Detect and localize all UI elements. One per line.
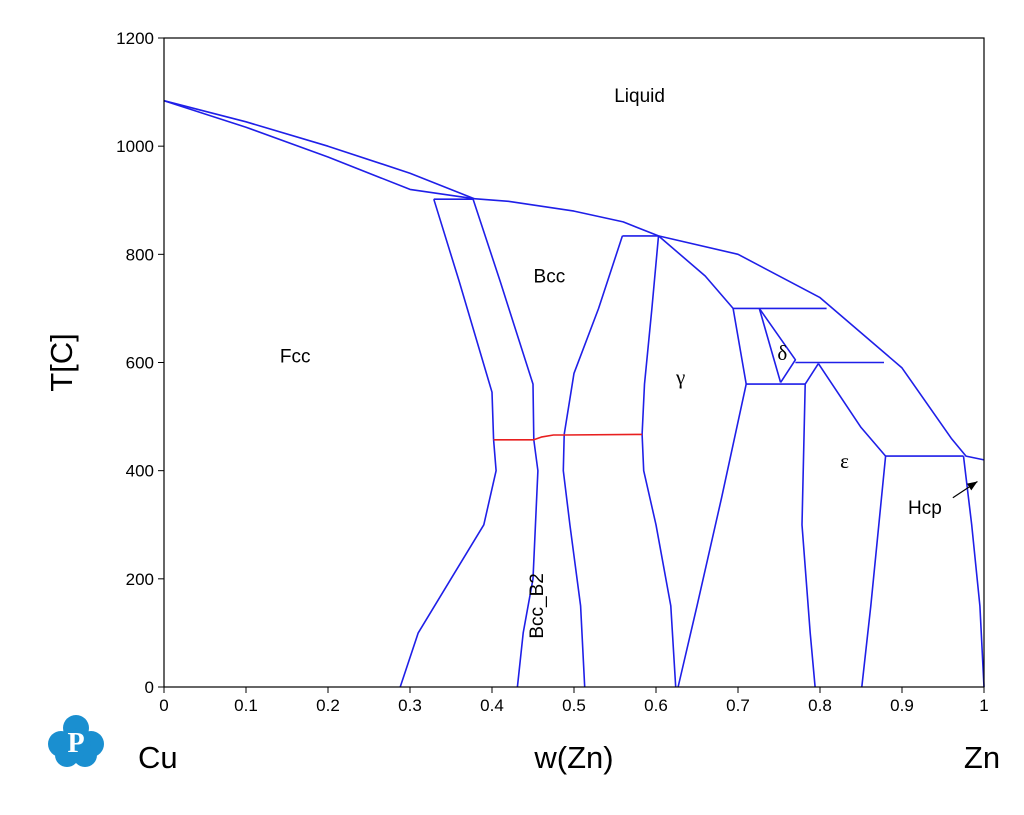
phase-label--: γ (675, 365, 685, 389)
phase-boundary-line-1 (163, 99, 475, 200)
phase-boundary-line-8 (516, 439, 539, 688)
x-tick-label: 0.7 (726, 696, 750, 715)
y-tick-label: 800 (126, 245, 154, 264)
hcp-pointer-arrowhead (966, 481, 978, 491)
phase-boundary-line-3 (472, 197, 659, 237)
phase-boundaries (163, 99, 985, 688)
phase-boundary-line-12 (641, 235, 677, 688)
phase-boundary-line-0 (163, 99, 474, 200)
x-tick-label: 0.5 (562, 696, 586, 715)
x-tick-label: 0 (159, 696, 168, 715)
phase-boundary-line-21 (804, 363, 820, 385)
phase-label-bcc: Bcc (534, 266, 566, 287)
phase-label--: ε (840, 449, 849, 473)
phase-label-fcc: Fcc (280, 347, 311, 368)
phase-boundary-line-17 (758, 308, 782, 383)
phase-boundary-line-7 (472, 198, 535, 440)
x-tick-label: 0.4 (480, 696, 504, 715)
phase-boundary-line-4 (658, 235, 985, 461)
x-tick-label: 0.8 (808, 696, 832, 715)
x-tick-label: 0.6 (644, 696, 668, 715)
phase-boundary-line-23 (861, 456, 887, 688)
x-tick-label: 1 (979, 696, 988, 715)
y-tick-label: 400 (126, 462, 154, 481)
phase-boundary-line-6 (399, 439, 497, 688)
phase-boundary-line-20 (801, 384, 816, 688)
ordering-transition-line-26 (493, 433, 643, 441)
y-axis-title: T[C] (44, 333, 79, 392)
x-tick-label: 0.9 (890, 696, 914, 715)
phase-labels: Liquid Fcc Bcc Bcc_B2 γ δ ε Hcp (280, 86, 942, 639)
y-tick-label: 1000 (116, 137, 154, 156)
phase-boundary-line-18 (758, 307, 797, 383)
phase-boundary-line-9 (563, 235, 624, 435)
phase-boundary-line-22 (817, 363, 887, 457)
x-tick-label: 0.2 (316, 696, 340, 715)
y-tick-label: 200 (126, 570, 154, 589)
left-element-label: Cu (138, 740, 178, 775)
phase-boundary-line-13 (657, 235, 747, 385)
phase-boundary-line-5 (433, 198, 495, 440)
x-tick-label: 0.1 (234, 696, 258, 715)
y-tick-label: 600 (126, 354, 154, 373)
phase-label-liquid: Liquid (614, 86, 665, 107)
y-tick-label: 0 (145, 678, 154, 697)
axis-ticks: 0 0.1 0.2 0.3 0.4 0.5 0.6 0.7 0.8 0.9 1 0 200 400 600 8… (116, 29, 989, 715)
phase-boundary-line-10 (562, 434, 586, 688)
x-axis-title: w(Zn) (533, 740, 613, 775)
phase-label-hcp: Hcp (908, 498, 942, 519)
x-tick-label: 0.3 (398, 696, 422, 715)
phase-label-bcc-b2: Bcc_B2 (527, 573, 548, 638)
y-tick-label: 1200 (116, 29, 154, 48)
phase-label--: δ (777, 341, 787, 365)
right-element-label: Zn (964, 740, 1000, 775)
software-logo: P (48, 715, 104, 767)
svg-text:P: P (67, 728, 84, 759)
phase-boundary-line-25 (962, 456, 985, 688)
phase-boundary-line-14 (677, 383, 747, 688)
